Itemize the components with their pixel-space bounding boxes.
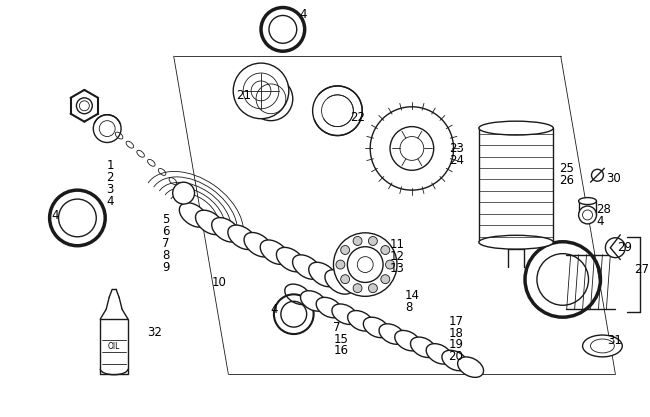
- Ellipse shape: [411, 337, 436, 357]
- Text: 4: 4: [51, 209, 59, 222]
- Text: 30: 30: [606, 172, 621, 185]
- Text: 16: 16: [333, 344, 348, 357]
- Ellipse shape: [332, 304, 358, 324]
- Ellipse shape: [260, 240, 289, 264]
- Ellipse shape: [309, 262, 337, 287]
- Text: 28: 28: [597, 203, 612, 216]
- Text: 22: 22: [350, 111, 365, 124]
- Text: 13: 13: [390, 262, 405, 275]
- Circle shape: [605, 238, 625, 258]
- Text: 4: 4: [597, 216, 604, 229]
- Ellipse shape: [458, 357, 484, 377]
- Text: 10: 10: [211, 276, 226, 289]
- Text: 14: 14: [405, 289, 420, 302]
- Text: 11: 11: [390, 238, 405, 251]
- Ellipse shape: [426, 344, 452, 364]
- Circle shape: [333, 233, 397, 296]
- Ellipse shape: [479, 121, 553, 135]
- Ellipse shape: [300, 291, 326, 311]
- Circle shape: [249, 77, 292, 121]
- Text: 17: 17: [448, 315, 463, 328]
- Text: 6: 6: [162, 225, 169, 239]
- Polygon shape: [100, 319, 128, 374]
- Text: 9: 9: [162, 261, 169, 274]
- Ellipse shape: [325, 270, 354, 294]
- Circle shape: [341, 246, 350, 254]
- Ellipse shape: [395, 330, 421, 351]
- Text: 12: 12: [390, 250, 405, 263]
- Text: 7: 7: [333, 321, 341, 334]
- Circle shape: [369, 284, 378, 293]
- Text: 31: 31: [607, 334, 622, 347]
- Text: 32: 32: [147, 326, 162, 339]
- Ellipse shape: [196, 210, 224, 235]
- Ellipse shape: [379, 324, 405, 344]
- Text: 18: 18: [448, 327, 463, 339]
- Ellipse shape: [276, 247, 305, 272]
- Text: 7: 7: [162, 237, 169, 250]
- Circle shape: [336, 260, 345, 269]
- Text: 21: 21: [236, 89, 251, 102]
- Text: OIL: OIL: [108, 342, 120, 351]
- Ellipse shape: [479, 235, 553, 249]
- Circle shape: [233, 63, 289, 119]
- Text: 4: 4: [270, 303, 278, 316]
- Text: 29: 29: [618, 241, 632, 254]
- Circle shape: [369, 236, 378, 246]
- Ellipse shape: [285, 284, 311, 304]
- Text: 2: 2: [106, 171, 114, 184]
- Text: 26: 26: [559, 174, 574, 187]
- Ellipse shape: [228, 225, 256, 249]
- Text: 5: 5: [162, 214, 169, 226]
- Ellipse shape: [442, 350, 468, 371]
- Ellipse shape: [316, 297, 342, 318]
- Text: 4: 4: [300, 8, 307, 21]
- Circle shape: [313, 86, 362, 136]
- Text: 20: 20: [448, 350, 463, 363]
- Text: 8: 8: [405, 301, 412, 314]
- Circle shape: [385, 260, 395, 269]
- Circle shape: [370, 107, 454, 190]
- Circle shape: [381, 246, 390, 254]
- Polygon shape: [578, 201, 597, 215]
- Circle shape: [381, 275, 390, 284]
- Text: 15: 15: [333, 332, 348, 346]
- Ellipse shape: [212, 218, 240, 242]
- Text: 24: 24: [450, 154, 465, 167]
- Text: 25: 25: [559, 162, 574, 175]
- Ellipse shape: [244, 233, 272, 257]
- Ellipse shape: [578, 198, 597, 204]
- Ellipse shape: [179, 203, 208, 227]
- Ellipse shape: [582, 335, 622, 357]
- Circle shape: [353, 284, 362, 293]
- Polygon shape: [479, 128, 553, 242]
- Circle shape: [353, 236, 362, 246]
- Text: 4: 4: [106, 195, 114, 208]
- Text: 27: 27: [634, 263, 649, 276]
- Text: 3: 3: [106, 183, 114, 196]
- Ellipse shape: [363, 317, 389, 338]
- Ellipse shape: [348, 311, 374, 331]
- Text: 1: 1: [106, 159, 114, 172]
- Circle shape: [578, 206, 597, 224]
- Ellipse shape: [292, 255, 321, 279]
- Circle shape: [341, 275, 350, 284]
- Text: 8: 8: [162, 249, 169, 262]
- Text: 23: 23: [450, 142, 465, 155]
- Text: 19: 19: [448, 339, 463, 352]
- Circle shape: [173, 182, 194, 204]
